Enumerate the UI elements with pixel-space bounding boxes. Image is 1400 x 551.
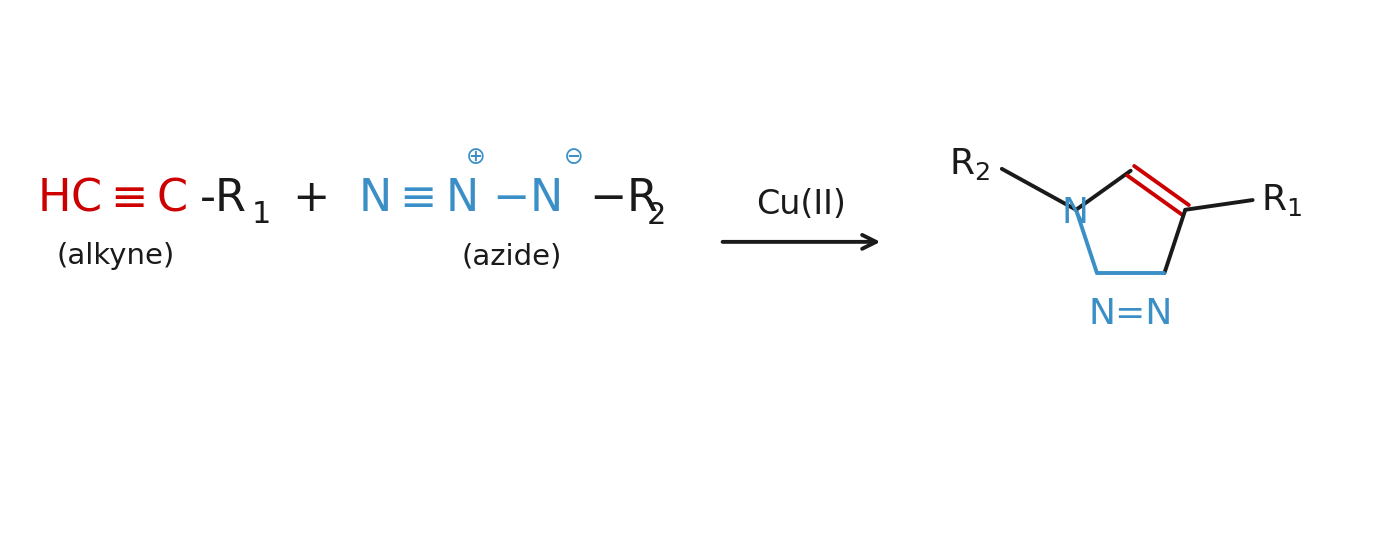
- Text: -R: -R: [200, 176, 246, 219]
- Text: $-$N: $-$N: [491, 176, 560, 219]
- Text: R$_2$: R$_2$: [949, 146, 990, 182]
- Text: HC$\equiv$C: HC$\equiv$C: [36, 176, 186, 219]
- Text: $+$: $+$: [291, 176, 326, 219]
- Text: $\oplus$: $\oplus$: [465, 145, 484, 169]
- Text: $\ominus$: $\ominus$: [563, 145, 582, 169]
- Text: N=N: N=N: [1088, 297, 1173, 331]
- Text: Cu(II): Cu(II): [756, 188, 847, 222]
- Text: N: N: [1061, 196, 1089, 230]
- Text: N$\equiv$N: N$\equiv$N: [358, 176, 477, 219]
- Text: (alkyne): (alkyne): [57, 242, 175, 271]
- Text: R$_1$: R$_1$: [1260, 182, 1302, 218]
- Text: $\mathregular{1}$: $\mathregular{1}$: [252, 200, 270, 229]
- Text: $\mathregular{2}$: $\mathregular{2}$: [645, 201, 664, 230]
- Text: $-$R: $-$R: [589, 176, 658, 219]
- Text: (azide): (azide): [462, 242, 561, 271]
